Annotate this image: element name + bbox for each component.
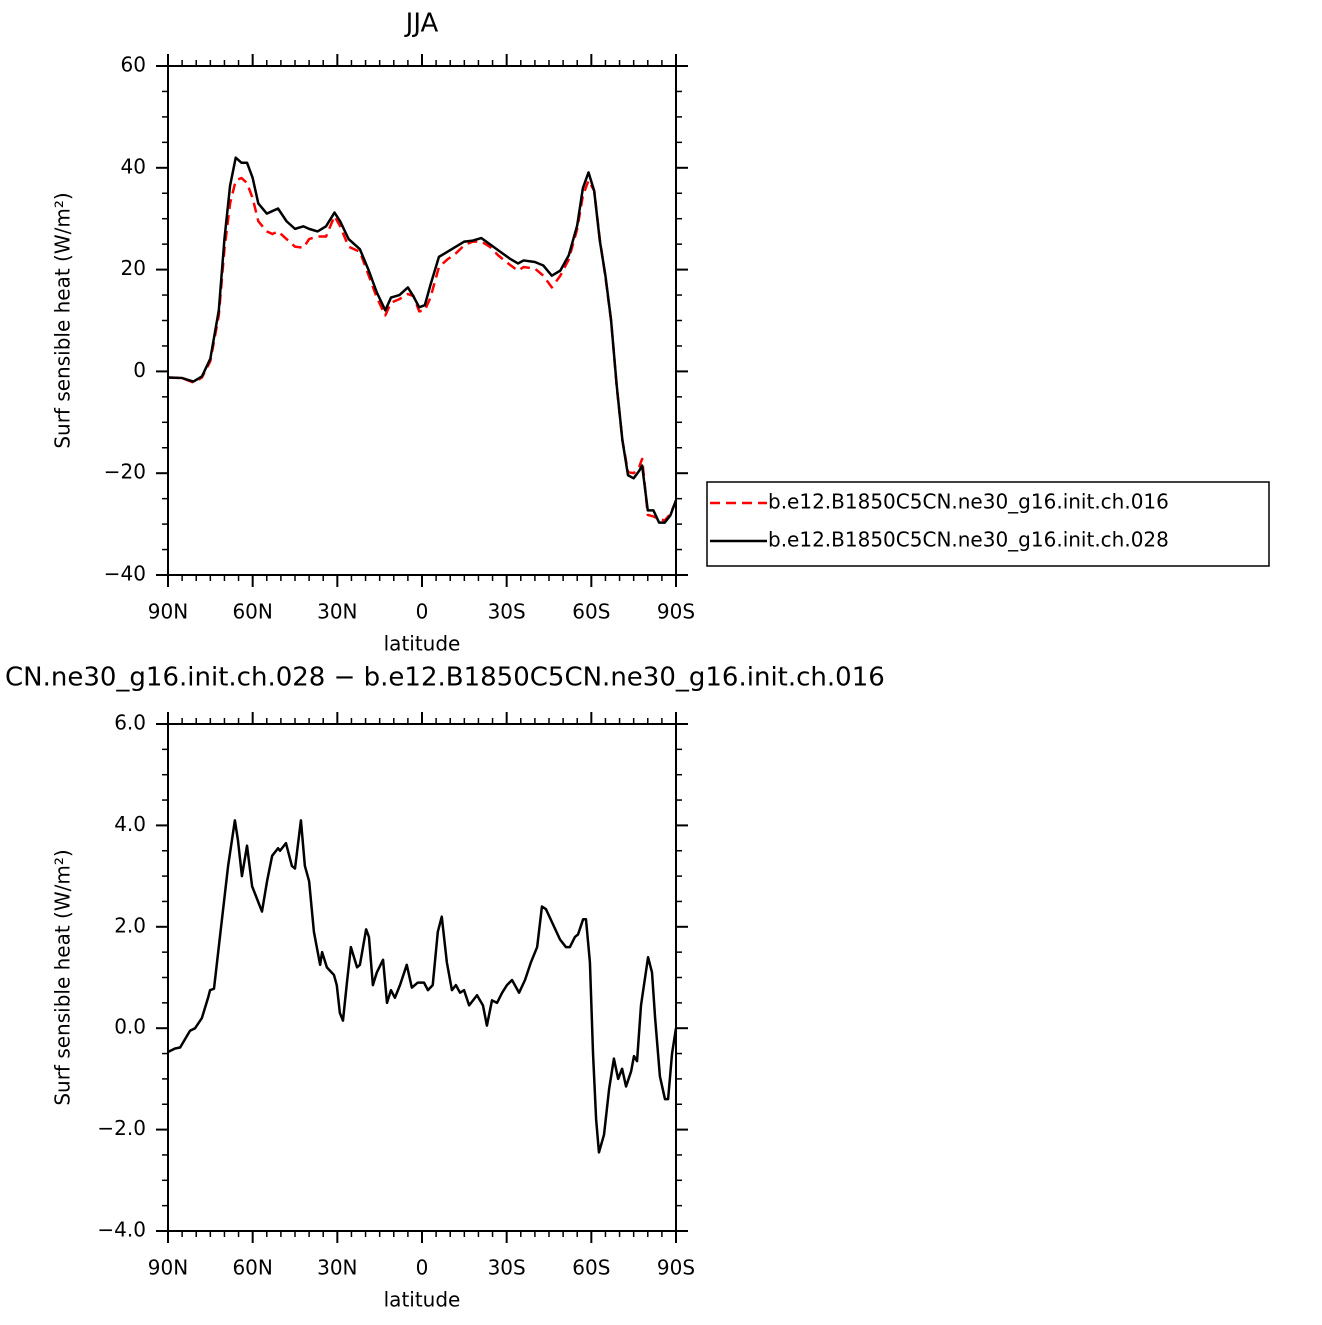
y-tick-label: −20 <box>104 460 146 484</box>
y-tick-label: 0 <box>133 358 146 382</box>
x-tick-label: 0 <box>416 1256 429 1280</box>
y-tick-label: 40 <box>121 154 146 178</box>
x-tick-label: 60N <box>232 1256 272 1280</box>
y-tick-label: 2.0 <box>114 913 146 937</box>
panel: CN.ne30_g16.init.ch.028 − b.e12.B1850C5C… <box>5 663 885 1312</box>
y-tick-label: 4.0 <box>114 812 146 836</box>
x-tick-label: 60N <box>232 600 272 624</box>
panel: JJA latitude Surf sensible heat (W/m²) 90N 6… <box>51 9 1270 656</box>
x-tick-label: 90S <box>657 1256 695 1280</box>
y-tick-label: −4.0 <box>97 1218 146 1242</box>
plot-frame <box>167 65 677 576</box>
y-tick-label: −40 <box>104 562 146 586</box>
x-tick-label: 90N <box>148 1256 188 1280</box>
legend-label: b.e12.B1850C5CN.ne30_g16.init.ch.028 <box>768 528 1169 552</box>
chart-title: CN.ne30_g16.init.ch.028 − b.e12.B1850C5C… <box>5 663 885 693</box>
series-line <box>167 176 678 522</box>
x-tick-label: 60S <box>572 600 610 624</box>
legend-box <box>706 481 1270 567</box>
y-tick-label: 20 <box>121 256 146 280</box>
series-line <box>167 156 678 524</box>
x-tick-label: 90S <box>657 600 695 624</box>
x-tick-label: 30S <box>488 600 526 624</box>
x-tick-label: 30N <box>317 1256 357 1280</box>
y-axis-label: Surf sensible heat (W/m²) <box>51 192 75 448</box>
x-axis-label: latitude <box>384 632 461 656</box>
x-tick-label: 30S <box>488 1256 526 1280</box>
x-axis-label: latitude <box>384 1288 461 1312</box>
y-tick-label: 60 <box>121 53 146 77</box>
legend-label: b.e12.B1850C5CN.ne30_g16.init.ch.016 <box>768 490 1169 514</box>
x-tick-label: 0 <box>416 600 429 624</box>
chart-title: JJA <box>404 9 439 39</box>
y-tick-label: 0.0 <box>114 1015 146 1039</box>
x-tick-label: 30N <box>317 600 357 624</box>
x-tick-label: 60S <box>572 1256 610 1280</box>
y-tick-label: 6.0 <box>114 711 146 735</box>
x-tick-label: 90N <box>148 600 188 624</box>
y-tick-label: −2.0 <box>97 1116 146 1140</box>
series-line <box>167 819 678 1154</box>
plot-frame <box>167 723 677 1232</box>
y-axis-label: Surf sensible heat (W/m²) <box>51 849 75 1105</box>
